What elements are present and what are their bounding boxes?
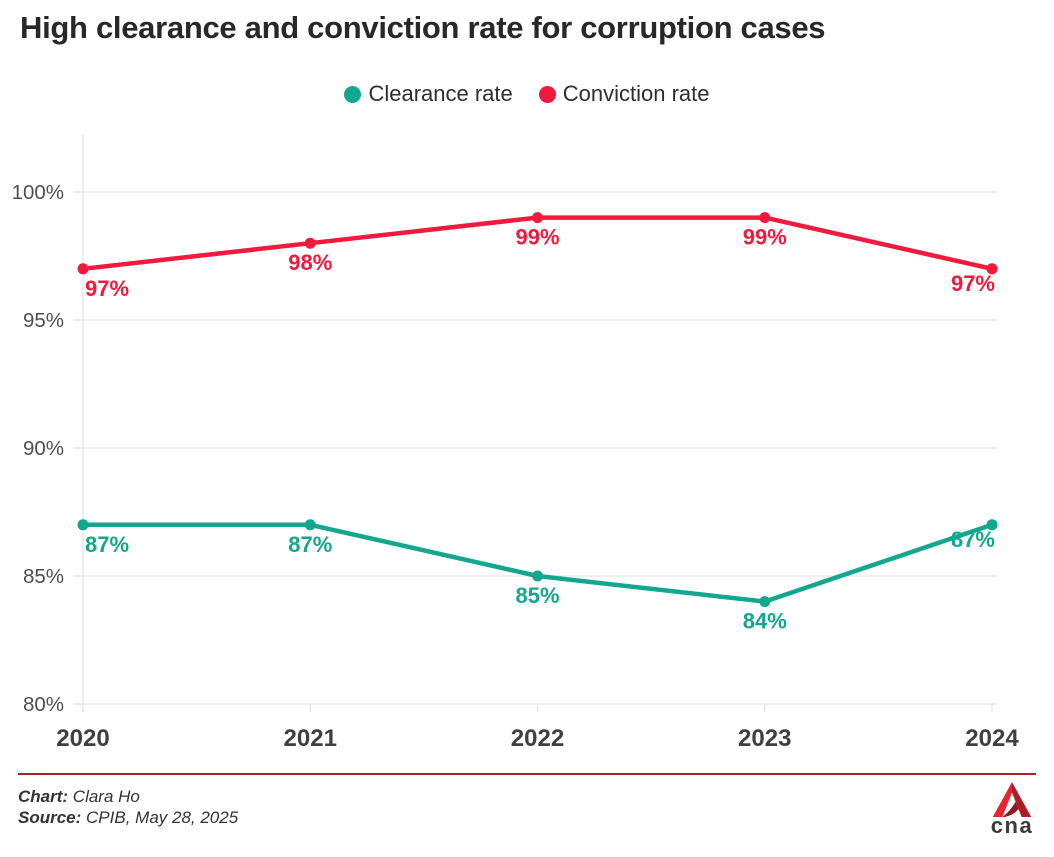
data-label-conviction-rate-2023: 99% — [743, 225, 787, 250]
data-point-clearance-rate-2022 — [532, 570, 543, 582]
chart-credit-line: Chart: Clara Ho — [18, 786, 238, 807]
y-axis-label-90%: 90% — [23, 437, 64, 460]
chart-credit-label: Chart: — [18, 787, 69, 806]
legend: Clearance rate Conviction rate — [0, 81, 1054, 109]
data-point-clearance-rate-2023 — [759, 596, 771, 608]
data-point-clearance-rate-2021 — [304, 519, 316, 531]
data-label-conviction-rate-2024: 97% — [951, 271, 995, 296]
footer-divider — [18, 773, 1036, 775]
cna-wordmark: cna — [990, 813, 1034, 838]
legend-item-clearance-rate: Clearance rate — [344, 81, 513, 107]
data-label-conviction-rate-2021: 98% — [288, 250, 332, 275]
data-label-conviction-rate-2022: 99% — [515, 225, 559, 250]
data-label-conviction-rate-2020: 97% — [85, 276, 129, 301]
data-label-clearance-rate-2021: 87% — [288, 532, 332, 557]
data-label-clearance-rate-2024: 87% — [951, 527, 995, 552]
y-axis-label-100%: 100% — [12, 181, 64, 204]
y-axis-label-85%: 85% — [23, 565, 64, 588]
data-point-conviction-rate-2023 — [759, 212, 771, 224]
x-axis-label-2021: 2021 — [284, 725, 337, 752]
data-point-clearance-rate-2020 — [77, 519, 89, 531]
data-label-clearance-rate-2022: 85% — [515, 583, 559, 608]
footer-credits: Chart: Clara Ho Source: CPIB, May 28, 20… — [18, 786, 238, 828]
line-chart: 100% 95% 90% 85% 80% 2020 2021 2022 2023 2024 87% 8… — [12, 135, 1019, 752]
data-point-conviction-rate-2020 — [77, 263, 89, 275]
data-point-clearance-rate-2024 — [986, 519, 998, 531]
data-point-conviction-rate-2021 — [304, 237, 316, 249]
legend-dot-clearance-rate — [344, 85, 362, 103]
data-label-clearance-rate-2023: 84% — [743, 609, 787, 634]
legend-item-conviction-rate: Conviction rate — [538, 81, 710, 107]
chart-title: High clearance and conviction rate for c… — [20, 10, 826, 45]
cna-logo: cna — [982, 782, 1042, 838]
x-axis-label-2022: 2022 — [511, 725, 564, 752]
data-label-clearance-rate-2020: 87% — [85, 532, 129, 557]
chart-credit-value: Clara Ho — [72, 787, 140, 806]
x-axis-label-2023: 2023 — [738, 725, 791, 752]
data-point-conviction-rate-2022 — [532, 212, 543, 224]
y-axis-label-95%: 95% — [23, 309, 64, 332]
legend-label-clearance-rate: Clearance rate — [368, 81, 513, 106]
x-axis-label-2020: 2020 — [56, 725, 109, 752]
data-point-conviction-rate-2024 — [986, 263, 998, 275]
cna-logo-icon — [992, 782, 1032, 817]
legend-dot-conviction-rate — [538, 85, 556, 103]
y-axis-label-80%: 80% — [23, 693, 64, 716]
x-axis-label-2024: 2024 — [965, 725, 1019, 752]
source-credit-label: Source: — [18, 808, 82, 827]
legend-label-conviction-rate: Conviction rate — [562, 81, 710, 106]
source-credit-line: Source: CPIB, May 28, 2025 — [18, 807, 238, 828]
source-credit-value: CPIB, May 28, 2025 — [86, 808, 239, 827]
